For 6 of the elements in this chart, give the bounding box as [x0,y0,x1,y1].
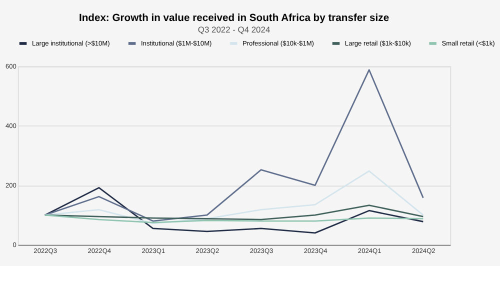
line-series [44,186,424,234]
chart-title: Index: Growth in value received in South Africa by transfer size [78,13,390,24]
line-series [44,214,424,224]
chart-subtitle: Q3 2022 - Q4 2024 [198,24,270,34]
line-series [44,170,424,224]
line-series [44,69,424,222]
